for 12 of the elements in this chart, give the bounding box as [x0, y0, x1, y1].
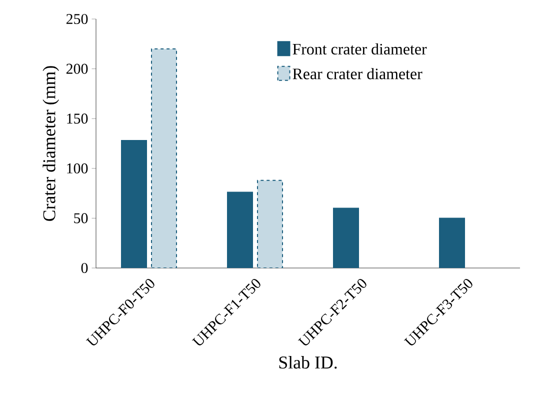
y-tick-label: 150 [67, 114, 88, 124]
y-tick-label: 0 [81, 262, 88, 274]
y-tick-label: 250 [66, 14, 88, 24]
bar [257, 180, 284, 268]
legend-label: Front crater diameter [292, 43, 427, 55]
legend-label: Rear crater diameter [292, 68, 422, 80]
y-tick-label: 100 [67, 163, 88, 174]
x-axis-title: Slab ID. [279, 356, 337, 369]
bar [151, 48, 178, 268]
y-axis-title: Crater diameter (mm) [42, 66, 59, 221]
y-tick-label: 200 [66, 64, 88, 74]
y-tick-label: 50 [74, 213, 88, 224]
